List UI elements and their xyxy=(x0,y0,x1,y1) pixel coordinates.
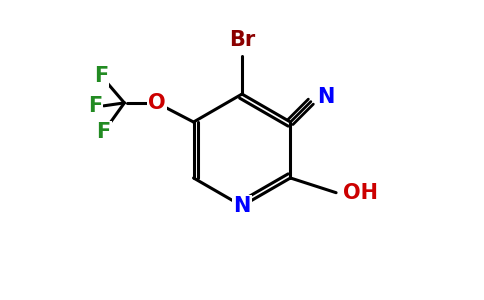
Text: N: N xyxy=(233,196,251,216)
Text: Br: Br xyxy=(229,30,255,50)
Text: O: O xyxy=(148,93,166,113)
Text: F: F xyxy=(97,122,111,142)
Text: OH: OH xyxy=(344,183,378,203)
Text: F: F xyxy=(94,66,108,86)
Text: N: N xyxy=(318,87,335,107)
Text: F: F xyxy=(88,96,102,116)
